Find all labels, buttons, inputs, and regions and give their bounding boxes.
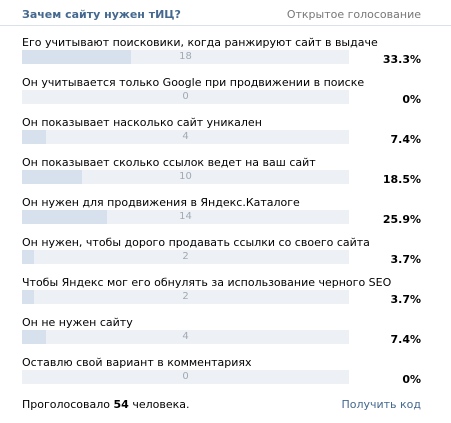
poll-option-label: Он нужен, чтобы дорого продавать ссылки … <box>22 236 370 249</box>
poll-option-label: Оставлю свой вариант в комментариях <box>22 356 252 369</box>
voted-summary: Проголосовало 54 человека. <box>22 398 190 411</box>
poll-option[interactable]: Он учитывается только Google при продвиж… <box>0 76 451 116</box>
poll-option-vote-count: 18 <box>179 51 192 62</box>
poll-option-vote-count: 14 <box>179 211 192 222</box>
poll-option[interactable]: Чтобы Яндекс мог его обнулять за использ… <box>0 276 451 316</box>
voted-count: 54 <box>113 398 129 411</box>
poll-option-vote-count: 0 <box>182 371 189 382</box>
poll-option[interactable]: Оставлю свой вариант в комментариях 0 0% <box>0 356 451 396</box>
poll-option-percent: 18.5% <box>382 173 421 186</box>
poll-option-percent: 0% <box>402 93 421 106</box>
poll-option-bar-fill <box>22 170 82 184</box>
poll-option-bar: 4 <box>22 330 349 344</box>
poll-option[interactable]: Он показывает сколько ссылок ведет на ва… <box>0 156 451 196</box>
poll-option-percent: 3.7% <box>390 293 421 306</box>
poll-option-label: Чтобы Яндекс мог его обнулять за использ… <box>22 276 392 289</box>
poll-option-vote-count: 4 <box>182 131 189 142</box>
poll-option-vote-count: 4 <box>182 331 189 342</box>
poll-option-percent: 7.4% <box>390 133 421 146</box>
poll-option-percent: 3.7% <box>390 253 421 266</box>
poll-option-percent: 33.3% <box>382 53 421 66</box>
poll-footer: Проголосовало 54 человека. Получить код <box>0 398 451 414</box>
poll-option-label: Он показывает сколько ссылок ведет на ва… <box>22 156 316 169</box>
poll-option-label: Он нужен для продвижения в Яндекс.Катало… <box>22 196 300 209</box>
poll-title: Зачем сайту нужен тИЦ? <box>22 8 181 21</box>
poll-option[interactable]: Он нужен для продвижения в Яндекс.Катало… <box>0 196 451 236</box>
poll-option[interactable]: Он показывает насколько сайт уникален 4 7.… <box>0 116 451 156</box>
open-vote-label: Открытое голосование <box>286 8 421 21</box>
poll-option-bar: 2 <box>22 250 349 264</box>
voted-prefix: Проголосовало <box>22 398 111 411</box>
poll-option-vote-count: 0 <box>182 91 189 102</box>
poll-option-bar: 18 <box>22 50 349 64</box>
voted-suffix: человека. <box>132 398 190 411</box>
poll-option-bar: 10 <box>22 170 349 184</box>
poll-option-label: Его учитывают поисковики, когда ранжирую… <box>22 36 378 49</box>
poll-option-bar: 14 <box>22 210 349 224</box>
poll-option-bar: 0 <box>22 90 349 104</box>
poll-option-label: Он показывает насколько сайт уникален <box>22 116 262 129</box>
poll-option-percent: 25.9% <box>382 213 421 226</box>
poll-option-bar: 0 <box>22 370 349 384</box>
poll-option[interactable]: Он нужен, чтобы дорого продавать ссылки … <box>0 236 451 276</box>
poll-option-bar-fill <box>22 250 34 264</box>
poll-option-vote-count: 10 <box>179 171 192 182</box>
poll-option-label: Он не нужен сайту <box>22 316 133 329</box>
poll-option-bar-fill <box>22 50 131 64</box>
poll-option-bar: 2 <box>22 290 349 304</box>
poll-option-percent: 7.4% <box>390 333 421 346</box>
poll-option[interactable]: Его учитывают поисковики, когда ранжирую… <box>0 36 451 76</box>
poll-option-vote-count: 2 <box>182 251 189 262</box>
get-code-link[interactable]: Получить код <box>341 398 421 411</box>
poll-option-bar-fill <box>22 130 46 144</box>
poll-option-vote-count: 2 <box>182 291 189 302</box>
poll-option-label: Он учитывается только Google при продвиж… <box>22 76 365 89</box>
poll-option-bar-fill <box>22 330 46 344</box>
poll-option-bar: 4 <box>22 130 349 144</box>
poll-header: Зачем сайту нужен тИЦ? Открытое голосова… <box>0 0 451 26</box>
poll-options: Его учитывают поисковики, когда ранжирую… <box>0 36 451 396</box>
poll-option-bar-fill <box>22 290 34 304</box>
poll-option[interactable]: Он не нужен сайту 4 7.4% <box>0 316 451 356</box>
poll-option-bar-fill <box>22 210 107 224</box>
poll-option-percent: 0% <box>402 373 421 386</box>
